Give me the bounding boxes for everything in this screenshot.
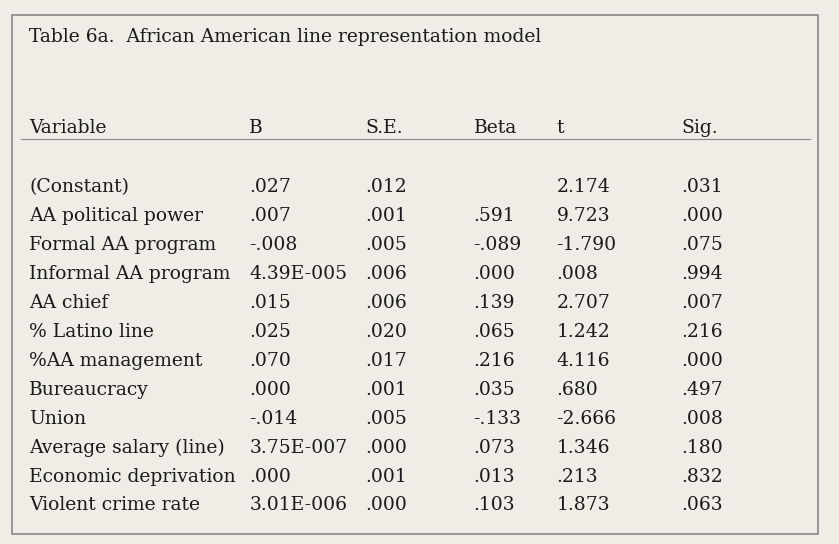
Text: 9.723: 9.723 [556, 207, 610, 225]
Text: .994: .994 [681, 265, 722, 283]
Text: .031: .031 [681, 178, 722, 196]
Text: .001: .001 [366, 207, 407, 225]
Text: 1.873: 1.873 [556, 497, 610, 515]
Text: -2.666: -2.666 [556, 410, 617, 428]
Text: .035: .035 [473, 381, 515, 399]
Text: Beta: Beta [473, 119, 517, 137]
Text: 1.242: 1.242 [556, 323, 610, 341]
Text: .005: .005 [366, 236, 408, 254]
Text: .680: .680 [556, 381, 598, 399]
Text: Union: Union [29, 410, 86, 428]
Text: .065: .065 [473, 323, 515, 341]
Text: 2.707: 2.707 [556, 294, 611, 312]
Text: .073: .073 [473, 438, 515, 456]
Text: %AA management: %AA management [29, 352, 202, 370]
Text: .000: .000 [681, 352, 723, 370]
Text: .216: .216 [473, 352, 515, 370]
Text: 3.75E-007: 3.75E-007 [249, 438, 347, 456]
Text: -1.790: -1.790 [556, 236, 617, 254]
Text: -.014: -.014 [249, 410, 298, 428]
Text: .213: .213 [556, 467, 598, 485]
Text: Table 6a.  African American line representation model: Table 6a. African American line represen… [29, 28, 541, 46]
Text: .020: .020 [366, 323, 408, 341]
Text: Formal AA program: Formal AA program [29, 236, 216, 254]
Text: -.133: -.133 [473, 410, 522, 428]
Text: AA chief: AA chief [29, 294, 108, 312]
Text: S.E.: S.E. [366, 119, 403, 137]
Text: .001: .001 [366, 467, 407, 485]
Text: 1.346: 1.346 [556, 438, 610, 456]
Text: t: t [556, 119, 564, 137]
Text: Violent crime rate: Violent crime rate [29, 497, 200, 515]
Text: .000: .000 [249, 381, 291, 399]
Text: .000: .000 [366, 438, 408, 456]
Text: Average salary (line): Average salary (line) [29, 438, 225, 457]
Text: B: B [249, 119, 263, 137]
Text: .000: .000 [681, 207, 723, 225]
Text: Variable: Variable [29, 119, 107, 137]
Text: .008: .008 [681, 410, 723, 428]
Text: 2.174: 2.174 [556, 178, 610, 196]
Text: .025: .025 [249, 323, 291, 341]
Text: .103: .103 [473, 497, 515, 515]
Text: .027: .027 [249, 178, 291, 196]
Text: .015: .015 [249, 294, 291, 312]
Text: (Constant): (Constant) [29, 178, 129, 196]
Text: .006: .006 [366, 265, 407, 283]
Text: .591: .591 [473, 207, 515, 225]
Text: Bureaucracy: Bureaucracy [29, 381, 149, 399]
Text: .000: .000 [366, 497, 408, 515]
Text: .006: .006 [366, 294, 407, 312]
Text: .008: .008 [556, 265, 598, 283]
Text: .001: .001 [366, 381, 407, 399]
Text: .139: .139 [473, 294, 515, 312]
Text: 4.116: 4.116 [556, 352, 610, 370]
Text: .007: .007 [681, 294, 723, 312]
Text: % Latino line: % Latino line [29, 323, 154, 341]
Text: .000: .000 [249, 467, 291, 485]
Text: .063: .063 [681, 497, 722, 515]
Text: .000: .000 [473, 265, 515, 283]
Text: .005: .005 [366, 410, 408, 428]
Text: .832: .832 [681, 467, 723, 485]
Text: .012: .012 [366, 178, 407, 196]
Text: .007: .007 [249, 207, 291, 225]
Text: Informal AA program: Informal AA program [29, 265, 231, 283]
Text: Economic deprivation: Economic deprivation [29, 467, 236, 485]
Text: .017: .017 [366, 352, 407, 370]
Text: AA political power: AA political power [29, 207, 203, 225]
Text: -.089: -.089 [473, 236, 522, 254]
Text: 4.39E-005: 4.39E-005 [249, 265, 347, 283]
Text: .013: .013 [473, 467, 515, 485]
Text: .070: .070 [249, 352, 291, 370]
Text: 3.01E-006: 3.01E-006 [249, 497, 347, 515]
Text: -.008: -.008 [249, 236, 298, 254]
Text: .216: .216 [681, 323, 722, 341]
Text: .075: .075 [681, 236, 723, 254]
Text: Sig.: Sig. [681, 119, 718, 137]
Text: .180: .180 [681, 438, 723, 456]
Text: .497: .497 [681, 381, 723, 399]
